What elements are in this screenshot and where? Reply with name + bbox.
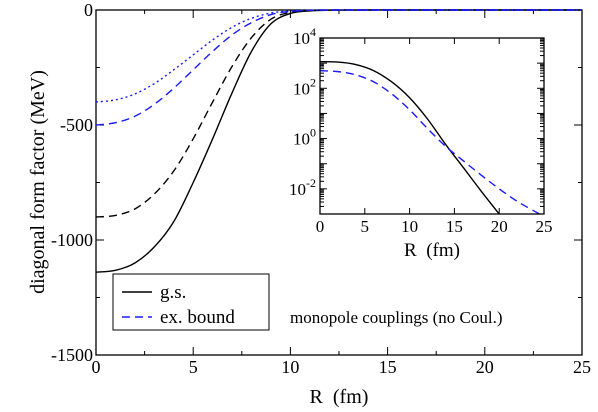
- legend-box: [112, 273, 270, 331]
- main-x-tick-label: 10: [281, 357, 299, 377]
- main-y-tick-label: -1000: [51, 230, 93, 250]
- inset-y-tick-label: 102: [293, 75, 316, 98]
- inset-series-group: [319, 61, 540, 215]
- inset-x-tick-label: 20: [491, 217, 508, 236]
- main-y-tick-label: 0: [84, 0, 93, 20]
- main-y-tick-label: -500: [60, 115, 93, 135]
- inset-x-tick-label: 0: [316, 217, 325, 236]
- main-x-tick-label: 15: [379, 357, 397, 377]
- inset-ticks: 0 5 10 15 20 25 104 102 100 10-2: [289, 25, 553, 236]
- legend-label-ex-bound: ex. bound: [160, 307, 235, 328]
- main-series-line-3: [95, 9, 582, 103]
- main-x-tick-label: 5: [189, 357, 198, 377]
- main-x-axis-label: R (fm): [310, 386, 369, 408]
- legend: g.s. ex. bound: [112, 273, 270, 331]
- main-x-tick-label: 20: [476, 357, 494, 377]
- inset-y-tick-label: 10-2: [289, 176, 316, 199]
- main-y-tick-label: -1500: [51, 345, 93, 365]
- inset-series-line-0: [319, 61, 500, 215]
- main-x-tick-label: 0: [92, 357, 101, 377]
- main-series-line-0: [95, 9, 582, 273]
- main-ticks: 0 5 10 15 20 25 0 -500 -1000 -1500: [51, 0, 591, 377]
- inset-x-tick-label: 5: [361, 217, 370, 236]
- inset-chart: 0 5 10 15 20 25 104 102 100 10-2 R (fm): [289, 25, 553, 261]
- main-series-line-1: [95, 9, 582, 218]
- inset-x-tick-label: 15: [446, 217, 463, 236]
- main-chart: 0 5 10 15 20 25 0 -500 -1000 -1500 diagonal form …: [27, 0, 591, 408]
- main-series-group: [95, 9, 582, 273]
- inset-y-tick-label: 100: [293, 126, 316, 149]
- legend-label-gs: g.s.: [160, 282, 186, 303]
- inset-plot-frame: [319, 37, 545, 215]
- inset-x-tick-label: 10: [401, 217, 418, 236]
- main-y-axis-label: diagonal form factor (MeV): [27, 70, 49, 294]
- annotation-monopole-couplings: monopole couplings (no Coul.): [290, 308, 502, 327]
- inset-y-tick-label: 104: [293, 25, 316, 48]
- inset-x-axis-label: R (fm): [404, 240, 460, 261]
- main-x-tick-label: 25: [573, 357, 591, 377]
- inset-x-tick-label: 25: [536, 217, 553, 236]
